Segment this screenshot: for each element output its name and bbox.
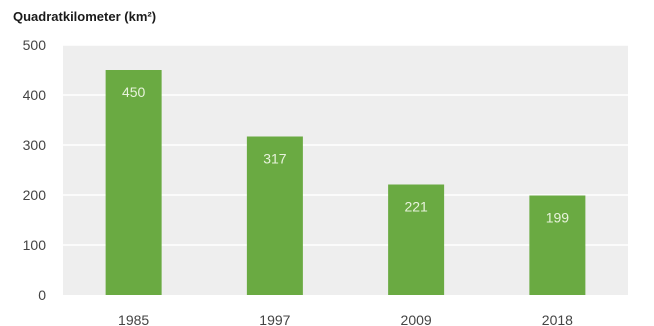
y-tick-label: 200 — [23, 187, 47, 203]
y-tick-label: 0 — [38, 287, 46, 303]
x-tick-label: 2009 — [401, 312, 432, 326]
x-tick-label: 2018 — [542, 312, 573, 326]
x-tick-label: 1997 — [259, 312, 290, 326]
bar — [529, 195, 586, 295]
bar-value-label: 199 — [546, 210, 570, 226]
bar — [246, 136, 303, 295]
bar — [388, 184, 445, 295]
bar — [105, 70, 162, 295]
bar-value-label: 317 — [263, 151, 287, 167]
bar-value-label: 221 — [404, 199, 428, 215]
y-axis-label: Quadratkilometer (km²) — [13, 9, 157, 24]
x-tick-label: 1985 — [118, 312, 149, 326]
y-tick-label: 400 — [23, 87, 47, 103]
bar-value-label: 450 — [122, 84, 146, 100]
y-tick-label: 100 — [23, 237, 47, 253]
y-tick-label: 500 — [23, 37, 47, 53]
y-tick-label: 300 — [23, 137, 47, 153]
